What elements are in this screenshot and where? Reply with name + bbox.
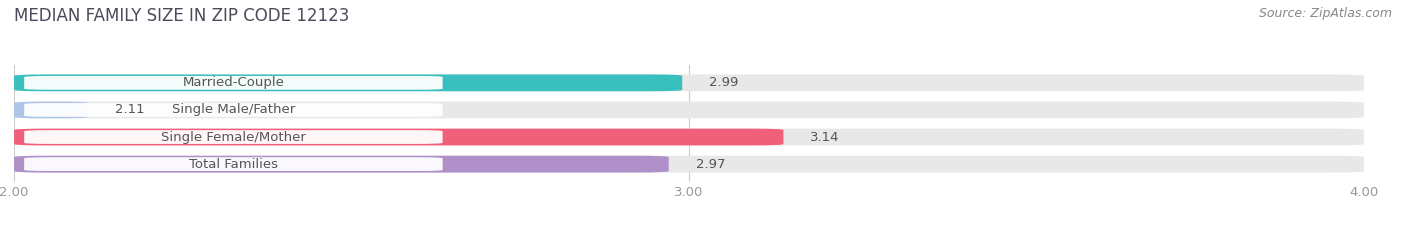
FancyBboxPatch shape: [24, 76, 443, 90]
Text: Married-Couple: Married-Couple: [183, 76, 284, 89]
Text: Single Male/Father: Single Male/Father: [172, 103, 295, 116]
FancyBboxPatch shape: [14, 156, 1364, 172]
FancyBboxPatch shape: [24, 130, 443, 144]
FancyBboxPatch shape: [14, 102, 1364, 118]
Text: Single Female/Mother: Single Female/Mother: [160, 130, 307, 144]
Text: MEDIAN FAMILY SIZE IN ZIP CODE 12123: MEDIAN FAMILY SIZE IN ZIP CODE 12123: [14, 7, 350, 25]
FancyBboxPatch shape: [24, 103, 443, 117]
FancyBboxPatch shape: [24, 157, 443, 171]
Text: 2.11: 2.11: [115, 103, 145, 116]
Text: 2.97: 2.97: [696, 158, 725, 171]
FancyBboxPatch shape: [14, 156, 669, 172]
FancyBboxPatch shape: [14, 129, 783, 145]
Text: 2.99: 2.99: [709, 76, 738, 89]
FancyBboxPatch shape: [14, 102, 89, 118]
FancyBboxPatch shape: [14, 75, 682, 91]
FancyBboxPatch shape: [14, 129, 1364, 145]
Text: 3.14: 3.14: [810, 130, 839, 144]
FancyBboxPatch shape: [14, 75, 1364, 91]
Text: Source: ZipAtlas.com: Source: ZipAtlas.com: [1258, 7, 1392, 20]
Text: Total Families: Total Families: [188, 158, 278, 171]
